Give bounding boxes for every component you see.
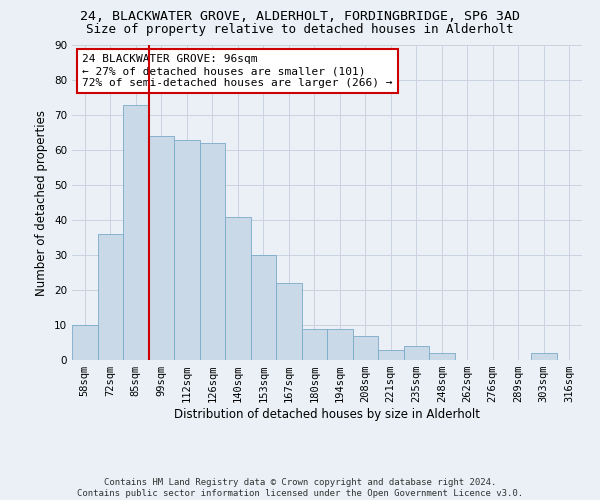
Bar (327, 328, 353, 360)
Text: 24, BLACKWATER GROVE, ALDERHOLT, FORDINGBRIDGE, SP6 3AD: 24, BLACKWATER GROVE, ALDERHOLT, FORDING… (80, 10, 520, 23)
Bar (149, 136, 174, 360)
Y-axis label: Number of detached properties: Number of detached properties (35, 110, 49, 296)
Bar (72, 325, 97, 360)
Bar (174, 140, 199, 360)
Bar (276, 283, 302, 360)
Text: Size of property relative to detached houses in Alderholt: Size of property relative to detached ho… (86, 22, 514, 36)
Text: Contains HM Land Registry data © Crown copyright and database right 2024.
Contai: Contains HM Land Registry data © Crown c… (77, 478, 523, 498)
Text: 24 BLACKWATER GROVE: 96sqm
← 27% of detached houses are smaller (101)
72% of sem: 24 BLACKWATER GROVE: 96sqm ← 27% of deta… (82, 54, 392, 88)
Bar (404, 346, 429, 360)
Bar (353, 336, 378, 360)
Bar (225, 216, 251, 360)
Bar (429, 353, 455, 360)
Bar (123, 104, 149, 360)
Bar (531, 353, 557, 360)
X-axis label: Distribution of detached houses by size in Alderholt: Distribution of detached houses by size … (174, 408, 480, 421)
Bar (199, 143, 225, 360)
Bar (251, 255, 276, 360)
Bar (302, 328, 327, 360)
Bar (378, 350, 404, 360)
Bar (97, 234, 123, 360)
